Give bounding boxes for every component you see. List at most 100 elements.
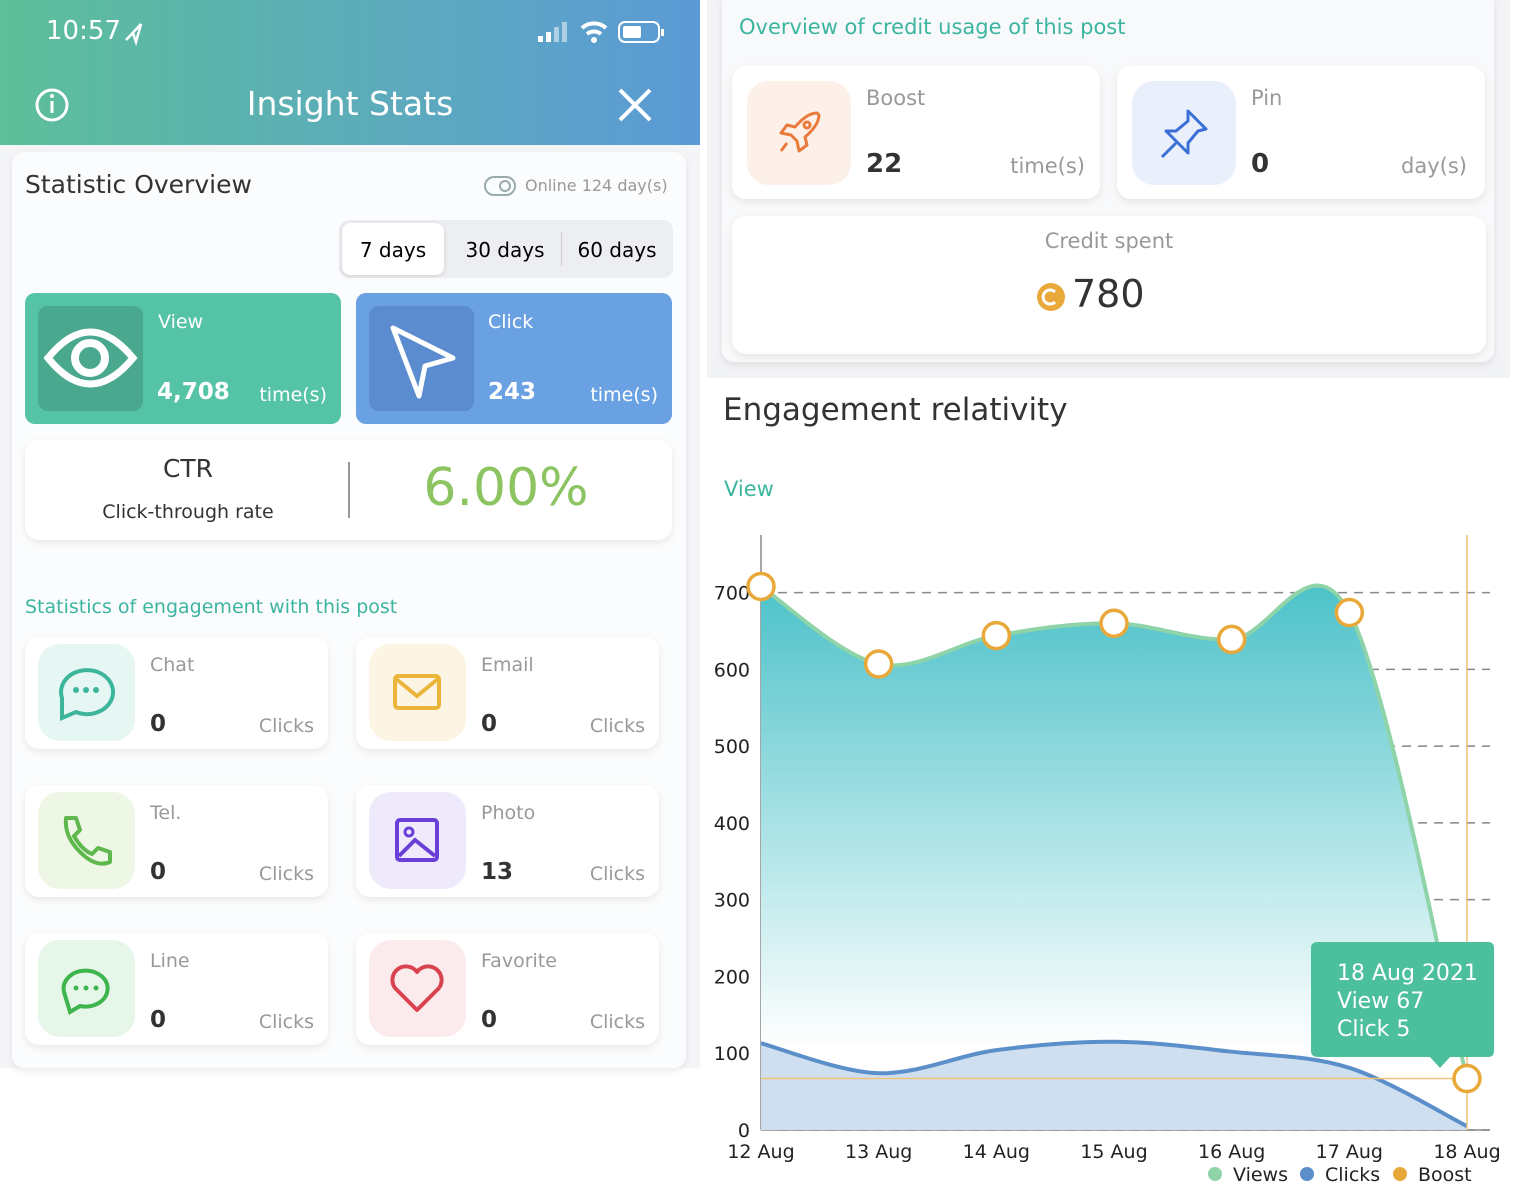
- boost-label: Boost: [866, 86, 926, 110]
- item-unit: Clicks: [589, 715, 645, 737]
- tooltip: [1311, 942, 1494, 1068]
- view-value: 4,708: [157, 379, 230, 405]
- ctr-value: 6.00%: [423, 458, 589, 518]
- engagement-card: Photo 13 Clicks: [356, 785, 659, 897]
- pin-icon: [1160, 109, 1208, 159]
- y-tick-label: 600: [714, 659, 750, 681]
- chart-subtitle: View: [724, 477, 774, 501]
- pin-label: Pin: [1251, 86, 1283, 110]
- view-label: View: [158, 311, 204, 333]
- ctr-card: CTR Click-through rate 6.00%: [25, 440, 672, 540]
- area: [761, 1041, 1467, 1130]
- boost-marker: [1334, 597, 1365, 628]
- boost-marker: [1452, 1063, 1482, 1094]
- boost-marker: [1099, 608, 1129, 639]
- coin-icon: [1037, 283, 1065, 311]
- icon-box: [369, 644, 466, 741]
- item-label: Tel.: [150, 802, 182, 824]
- item-value: 0: [481, 711, 498, 737]
- legend-label: Views: [1233, 1164, 1288, 1186]
- engagement-card: Line 0 Clicks: [25, 933, 328, 1045]
- item-unit: Clicks: [589, 1011, 645, 1033]
- credit-title: Overview of credit usage of this post: [739, 15, 1126, 39]
- x-tick-label: 18 Aug: [1433, 1141, 1500, 1163]
- boost-marker: [981, 620, 1012, 651]
- x-tick-label: 16 Aug: [1198, 1141, 1265, 1163]
- engagement-icon: [395, 818, 439, 862]
- divider: [561, 232, 562, 266]
- time: 10:57: [46, 16, 121, 46]
- engagement-icon: [61, 968, 110, 1016]
- pin-value: 0: [1251, 149, 1270, 179]
- y-tick-label: 500: [714, 736, 750, 758]
- x-tick-label: 14 Aug: [963, 1141, 1030, 1163]
- pin-unit: day(s): [1401, 154, 1467, 178]
- item-unit: Clicks: [258, 1011, 314, 1033]
- ctr-subtitle: Click-through rate: [102, 501, 274, 523]
- item-label: Email: [481, 654, 534, 676]
- ctr-title: CTR: [162, 454, 214, 483]
- x-tick-label: 12 Aug: [727, 1141, 794, 1163]
- item-label: Line: [150, 950, 190, 972]
- line: [760, 1039, 1468, 1128]
- item-value: 13: [481, 859, 514, 885]
- engagement-card: Tel. 0 Clicks: [25, 785, 328, 897]
- header-icons: [35, 21, 664, 122]
- click-value: 243: [488, 379, 537, 405]
- tab[interactable]: 30 days: [465, 238, 545, 262]
- legend-swatch: [1208, 1167, 1222, 1181]
- eye-icon: [43, 328, 138, 388]
- boost-marker: [1216, 624, 1247, 655]
- item-value: 0: [150, 859, 167, 885]
- overview-title: Statistic Overview: [25, 170, 252, 199]
- y-tick-label: 0: [738, 1120, 750, 1142]
- engagement-icon: [390, 964, 444, 1012]
- toggle[interactable]: [484, 176, 516, 196]
- spent-label: Credit spent: [1044, 229, 1174, 253]
- y-tick-label: 300: [714, 890, 750, 912]
- legend-swatch: [1300, 1167, 1314, 1181]
- boost-marker: [863, 649, 894, 679]
- item-label: Favorite: [481, 950, 557, 972]
- legend-swatch: [1393, 1167, 1407, 1181]
- icon-box: [369, 940, 466, 1037]
- spent-card: Credit spent 780: [732, 216, 1486, 354]
- pin-card: Pin 0 day(s): [1117, 66, 1485, 199]
- item-label: Photo: [481, 802, 536, 824]
- boost-unit: time(s): [1010, 154, 1085, 178]
- chart-title: Engagement relativity: [723, 392, 1068, 428]
- click-unit: time(s): [590, 384, 658, 406]
- tab[interactable]: 60 days: [577, 238, 657, 262]
- tab[interactable]: 7 days: [359, 238, 427, 262]
- engagement-title: Statistics of engagement with this post: [25, 596, 398, 618]
- item-value: 0: [150, 1007, 167, 1033]
- item-unit: Clicks: [258, 863, 314, 885]
- engagement-card: Favorite 0 Clicks: [356, 933, 659, 1045]
- item-label: Chat: [150, 654, 195, 676]
- cursor-icon: [390, 325, 456, 399]
- click-card: Click 243 time(s): [356, 293, 672, 424]
- tooltip-text: Click 5: [1337, 1017, 1410, 1042]
- y-tick-label: 100: [714, 1043, 750, 1065]
- spent-value: 780: [1072, 272, 1145, 316]
- engagement-card: Email 0 Clicks: [356, 637, 659, 749]
- tooltip-text: View 67: [1337, 989, 1424, 1014]
- header-title: Insight Stats: [246, 84, 454, 123]
- x-tick-label: 15 Aug: [1080, 1141, 1147, 1163]
- view-unit: time(s): [259, 384, 327, 406]
- x-tick-label: 17 Aug: [1316, 1141, 1383, 1163]
- tooltip-text: 18 Aug 2021: [1337, 961, 1478, 986]
- y-tick-label: 200: [714, 966, 750, 988]
- item-value: 0: [481, 1007, 498, 1033]
- tab-active: [342, 223, 444, 275]
- engagement-icon: [59, 668, 115, 722]
- view-card: View 4,708 time(s): [25, 293, 341, 424]
- icon-box: [38, 792, 135, 889]
- item-value: 0: [150, 711, 167, 737]
- area: [761, 585, 1467, 1130]
- engagement-card: Chat 0 Clicks: [25, 637, 328, 749]
- header: 10:57 Insight Stats: [0, 0, 700, 145]
